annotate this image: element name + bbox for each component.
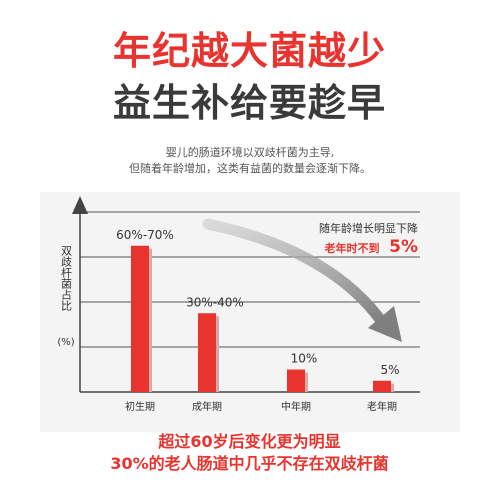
intro-line1: 婴儿的肠道环境以双歧杆菌为主导, xyxy=(165,146,335,159)
trend-arrow-curve xyxy=(202,218,388,328)
trend-arrow-head xyxy=(368,306,402,342)
category-label-1: 成年期 xyxy=(192,400,222,413)
bar-value-label-3: 5% xyxy=(380,363,399,377)
intro-text: 婴儿的肠道环境以双歧杆菌为主导, 但随着年龄增加，这类有益菌的数量会逐渐下降。 xyxy=(60,145,440,177)
footer-line1: 超过60岁后变化更为明显 xyxy=(158,432,341,451)
bar-0 xyxy=(131,245,149,392)
annotation-line2-prefix: 老年时不到 xyxy=(324,241,380,255)
category-labels: 初生期 成年期 中年期 老年期 xyxy=(125,400,397,413)
bar-3 xyxy=(373,380,391,392)
annotation-line1: 随年龄增长明显下降 xyxy=(319,221,418,235)
bar-value-label-1: 30%-40% xyxy=(186,295,244,309)
y-axis-unit: (%) xyxy=(57,337,74,348)
bar-2 xyxy=(287,369,305,392)
intro-line2: 但随着年龄增加，这类有益菌的数量会逐渐下降。 xyxy=(129,162,371,175)
category-label-0: 初生期 xyxy=(125,400,155,413)
category-label-3: 老年期 xyxy=(367,400,397,413)
bar-1 xyxy=(198,313,216,392)
headline-line1: 年纪越大菌越少 xyxy=(112,29,386,73)
bar-value-label-0: 60%-70% xyxy=(116,228,174,242)
bars xyxy=(131,245,394,392)
bar-value-label-2: 10% xyxy=(291,352,318,366)
headline-line2: 益生补给要趁早 xyxy=(112,81,386,125)
category-label-2: 中年期 xyxy=(281,400,311,413)
annotation-line2: 老年时不到 5% xyxy=(324,237,418,257)
y-axis-label: 双歧杆菌占比 xyxy=(60,245,73,311)
y-axis-arrow xyxy=(72,196,88,214)
bar-value-labels: 60%-70% 30%-40% 10% 5% xyxy=(116,228,399,377)
annotation-line2-value: 5% xyxy=(389,237,418,257)
footer-line2: 30%的老人肠道中几乎不存在双歧杆菌 xyxy=(110,454,389,473)
